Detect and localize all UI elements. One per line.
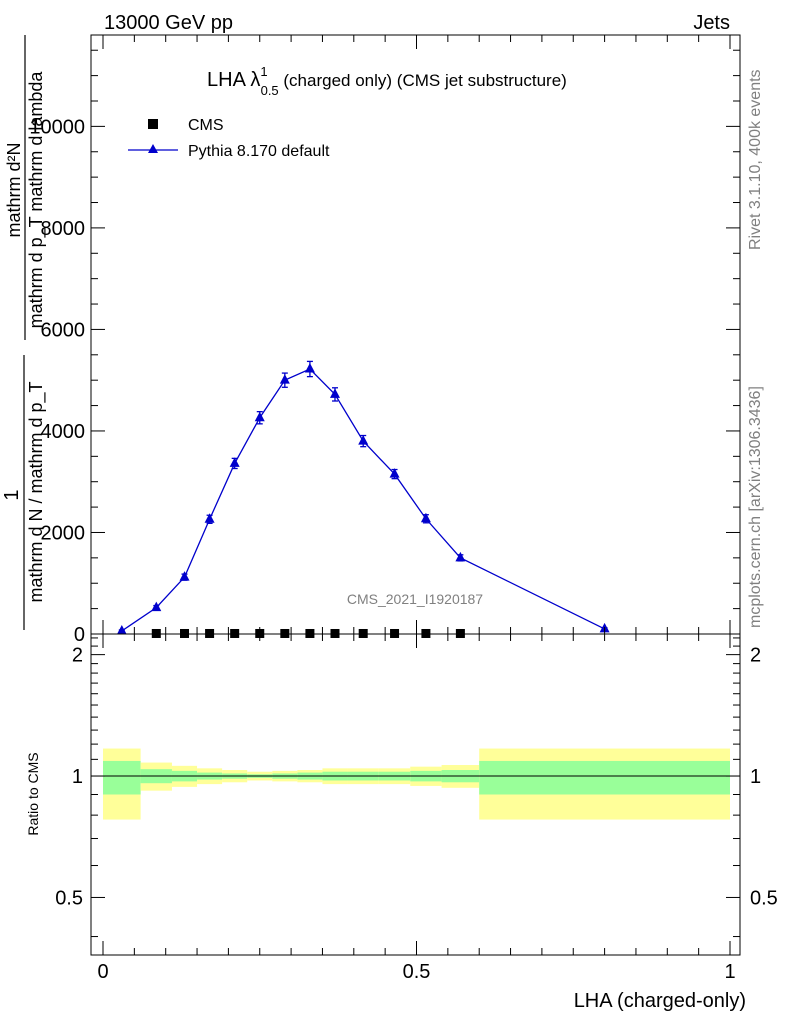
pythia-point xyxy=(151,601,162,612)
pythia-point xyxy=(179,571,190,581)
cms-point xyxy=(205,628,215,638)
y-label-den: mathrm d p_T mathrm d lambda xyxy=(26,71,47,329)
main-y-tick-label: 2000 xyxy=(41,522,86,544)
legend-cms-label: CMS xyxy=(188,117,224,134)
pythia-line xyxy=(121,368,605,632)
cms-point xyxy=(421,628,431,638)
pythia-point xyxy=(116,624,127,635)
pythia-point xyxy=(254,411,265,422)
pythia-point xyxy=(329,388,340,398)
pythia-point xyxy=(304,363,315,373)
y-label-frac-num: 1 xyxy=(1,489,23,500)
rivet-label: Rivet 3.1.10, 400k events xyxy=(747,69,764,250)
x-tick-label: 0 xyxy=(97,961,108,983)
cms-point xyxy=(305,628,315,638)
main-y-ticks: 0 2000 4000 6000 8000 10000 xyxy=(29,49,740,646)
ratio-bands xyxy=(103,748,730,820)
main-y-tick-label: 8000 xyxy=(41,218,86,240)
main-y-tick-label: 6000 xyxy=(41,319,86,341)
main-x-ticks xyxy=(102,35,731,634)
main-y-tick-label: 0 xyxy=(74,624,85,646)
pythia-point xyxy=(229,457,240,467)
pythia-point xyxy=(204,513,215,523)
pythia-point xyxy=(420,512,431,523)
cms-point xyxy=(455,628,465,638)
analysis-watermark: CMS_2021_I1920187 xyxy=(347,591,483,607)
mcplots-label: mcplots.cern.ch [arXiv:1306.3436] xyxy=(747,386,764,628)
legend-cms-marker xyxy=(148,119,158,129)
ratio-y-tick-label: 2 xyxy=(72,645,83,667)
x-axis-label: LHA (charged-only) xyxy=(574,990,746,1012)
ratio-y-label: Ratio to CMS xyxy=(25,752,41,835)
ratio-y-tick-label: 1 xyxy=(72,766,83,788)
ratio-y-tick-label: 0.5 xyxy=(55,887,83,909)
legend-pythia-label: Pythia 8.170 default xyxy=(188,143,330,160)
cms-point xyxy=(390,628,400,638)
x-tick-label: 1 xyxy=(724,961,735,983)
main-y-tick-label: 10000 xyxy=(29,116,85,138)
pythia-point xyxy=(358,435,369,445)
main-y-tick-label: 4000 xyxy=(41,421,86,443)
pythia-point xyxy=(279,374,290,384)
ratio-y-ticks: 0.5 0.5 1 1 2 2 xyxy=(55,637,778,938)
header-left: 13000 GeV pp xyxy=(104,12,233,34)
ratio-y-tick-label-right: 0.5 xyxy=(750,887,778,909)
y-label-num: mathrm d²N xyxy=(4,142,24,237)
y-label-frac-den: mathrm d N / mathrm d p_T xyxy=(26,381,47,602)
cms-point xyxy=(151,628,161,638)
chart-title: LHA λ1 0.5 (charged only) (CMS jet substr… xyxy=(207,64,567,98)
cms-point xyxy=(230,628,240,638)
cms-point xyxy=(358,628,368,638)
header-right: Jets xyxy=(693,12,730,34)
ratio-panel: 0.5 0.51 12 2 0 0.5 1 Ratio to CMS LHA (charg… xyxy=(25,633,778,1012)
main-y-label: 1 mathrm d N / mathrm d p_T mathrm d²N m… xyxy=(1,35,47,630)
cms-point xyxy=(330,628,340,638)
ratio-inner-band xyxy=(479,760,730,795)
legend: CMS Pythia 8.170 default xyxy=(128,117,330,160)
main-panel: 0 2000 4000 6000 8000 10000 LHA λ1 0.5 (charge… xyxy=(1,34,741,646)
ratio-inner-band xyxy=(103,760,141,795)
cms-point xyxy=(180,628,190,638)
legend-pythia-marker xyxy=(148,144,158,153)
pythia-point xyxy=(455,551,466,562)
cms-point xyxy=(280,628,290,638)
ratio-x-ticks: 0 0.5 1 xyxy=(97,634,736,983)
ratio-y-tick-label-right: 2 xyxy=(750,645,761,667)
ratio-y-tick-label-right: 1 xyxy=(750,766,761,788)
pythia-point xyxy=(389,468,400,478)
x-tick-label: 0.5 xyxy=(403,961,431,983)
